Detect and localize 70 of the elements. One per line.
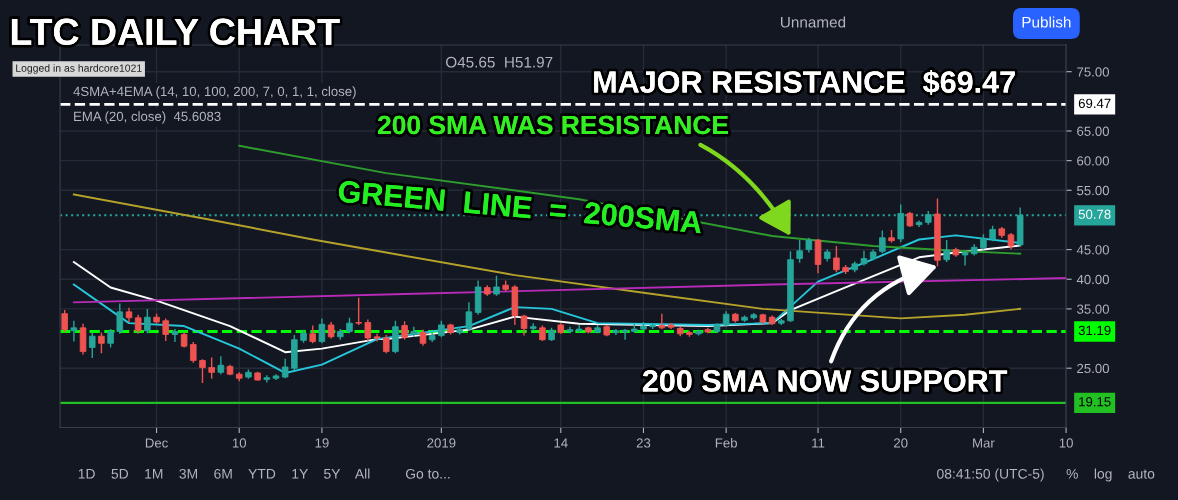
x-tick-label: 10	[1059, 438, 1073, 448]
candlestick	[70, 320, 78, 343]
x-tick-label: 14	[554, 438, 568, 448]
candlestick	[318, 317, 326, 344]
candlestick	[796, 239, 803, 264]
text: 08:41:50 (UTC-5)	[937, 468, 1044, 482]
annotation: MAJOR RESISTANCE $69.47	[594, 69, 1015, 95]
candlestick	[190, 341, 197, 364]
text: 1D 5D 1M 3M 6M YTD 1Y 5Y All	[78, 468, 370, 479]
y-tick-label: 25.00	[1077, 363, 1110, 374]
x-tick-label: 23	[636, 438, 651, 448]
candlestick	[199, 358, 206, 384]
candlestick	[658, 312, 666, 330]
text: Go to...	[405, 468, 450, 479]
candlestick	[107, 328, 114, 349]
candlestick	[162, 317, 169, 342]
x-tick-label: 10	[232, 438, 247, 448]
candlestick	[373, 333, 381, 343]
x-tick-label: 19	[315, 438, 329, 448]
candlestick	[961, 250, 969, 267]
candlestick	[88, 331, 96, 359]
text: % log auto	[1066, 468, 1155, 482]
x-tick-label: Feb	[715, 437, 737, 448]
candlestick	[364, 318, 372, 342]
chart-title: LTC DAILY CHART	[11, 18, 340, 46]
x-tick-label: 11	[812, 438, 825, 448]
annotation: 4SMA+4EMA (14, 10, 100, 200, 7, 0, 1, 1, close)	[73, 86, 356, 99]
text: Publish	[1022, 16, 1071, 28]
candlestick	[879, 229, 886, 254]
y-tick-label: 65.00	[1077, 126, 1110, 136]
y-tick-label: 40.00	[1076, 274, 1110, 285]
candlestick	[833, 245, 840, 273]
text: Unnamed	[781, 16, 846, 28]
line-series	[72, 277, 1067, 304]
ref-line-label: 50.78	[1078, 209, 1111, 219]
y-tick-label: 55.00	[1077, 185, 1110, 196]
annotation: GREEN LINE = 200SMA	[338, 180, 703, 234]
candlestick	[493, 274, 500, 297]
candlestick	[208, 356, 215, 380]
candlestick	[465, 301, 473, 331]
candlestick	[401, 320, 408, 341]
y-tick-label: 60.00	[1077, 156, 1110, 166]
candlestick	[116, 302, 124, 335]
y-tick-label: 35.00	[1077, 304, 1110, 314]
annotation: 200 SMA WAS RESISTANCE	[377, 115, 728, 135]
x-tick-label: Mar	[973, 438, 995, 448]
candlestick	[621, 328, 629, 341]
candlestick	[575, 324, 583, 334]
annotation: 200 SMA NOW SUPPORT	[642, 370, 1008, 392]
candlestick	[355, 296, 362, 326]
ref-line-label: 31.19	[1078, 325, 1111, 336]
y-tick-label: 45.00	[1076, 245, 1110, 255]
annotation: Logged in as hardcore1021	[16, 64, 142, 74]
annotation: O45.65 H51.97	[446, 56, 553, 68]
candlestick	[61, 309, 68, 334]
candlestick	[79, 323, 87, 356]
candlestick	[134, 314, 142, 335]
y-tick-label: 75.00	[1077, 67, 1110, 77]
ref-line-label: 19.15	[1079, 397, 1111, 407]
candlestick	[144, 308, 151, 334]
candlestick	[171, 328, 179, 343]
x-tick-label: Dec	[145, 438, 168, 448]
ref-line-label: 69.47	[1078, 98, 1111, 109]
line-series	[238, 144, 1022, 255]
x-tick-label: 2019	[427, 438, 456, 448]
x-tick-label: 20	[894, 438, 908, 448]
candlestick	[98, 331, 105, 355]
candlestick	[382, 334, 390, 355]
candlestick	[943, 239, 950, 263]
annotation: EMA (20, close) 45.6083	[74, 111, 221, 124]
